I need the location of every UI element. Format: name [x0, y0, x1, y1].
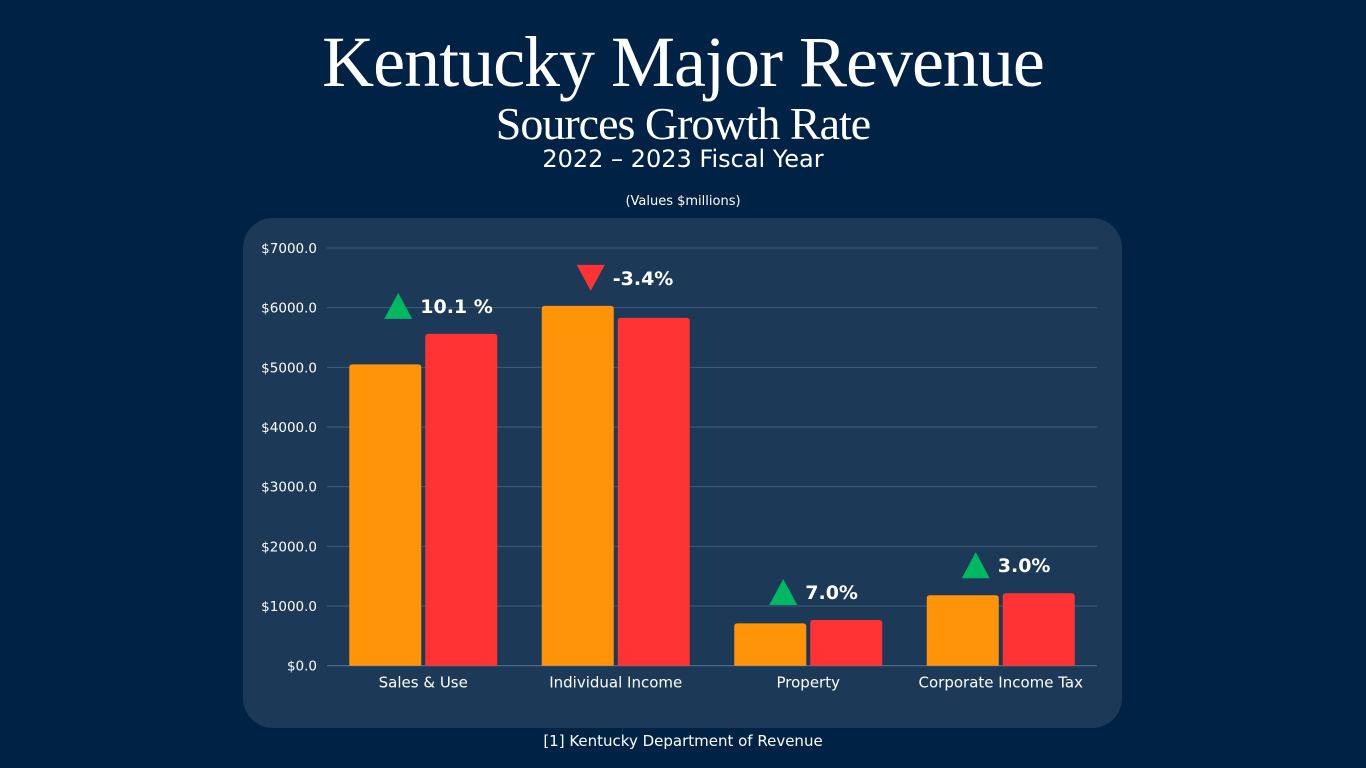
x-category-label: Individual Income: [549, 674, 682, 692]
growth-rate-label: 3.0%: [998, 555, 1051, 577]
x-category-label: Property: [777, 674, 841, 692]
y-tick-label: $1000.0: [261, 599, 317, 615]
down-arrow-icon: [576, 264, 605, 291]
bar-series1-2: [734, 623, 807, 666]
y-tick-label: $3000.0: [261, 480, 317, 496]
y-tick-label: $2000.0: [261, 539, 317, 555]
y-tick-label: $6000.0: [261, 301, 317, 317]
up-arrow-icon: [384, 292, 413, 319]
up-arrow-icon: [769, 579, 798, 606]
x-category-label: Corporate Income Tax: [919, 674, 1084, 692]
bar-series1-0: [349, 364, 422, 666]
y-tick-label: $5000.0: [261, 360, 317, 376]
chart-title: Kentucky Major Revenue: [322, 22, 1045, 102]
growth-rate-label: 10.1 %: [420, 296, 493, 318]
bar-series2-3: [1002, 593, 1075, 666]
up-arrow-icon: [961, 552, 990, 579]
y-tick-label: $7000.0: [261, 241, 317, 257]
bar-series2-0: [425, 333, 498, 666]
chart-subtitle: 2022 – 2023 Fiscal Year: [542, 145, 824, 173]
growth-rate-label: -3.4%: [613, 268, 674, 290]
bar-series1-3: [926, 595, 999, 666]
x-category-label: Sales & Use: [379, 674, 468, 692]
bar-series1-1: [541, 305, 614, 666]
y-tick-label: $4000.0: [261, 420, 317, 436]
bar-series2-2: [810, 620, 883, 666]
chart-title-line2: Sources Growth Rate: [495, 98, 871, 149]
source-note: [1] Kentucky Department of Revenue: [543, 732, 823, 750]
bar-series2-1: [617, 317, 690, 666]
growth-rate-label: 7.0%: [805, 582, 858, 604]
unit-note: (Values $millions): [625, 194, 741, 209]
y-tick-label: $0.0: [287, 659, 317, 675]
